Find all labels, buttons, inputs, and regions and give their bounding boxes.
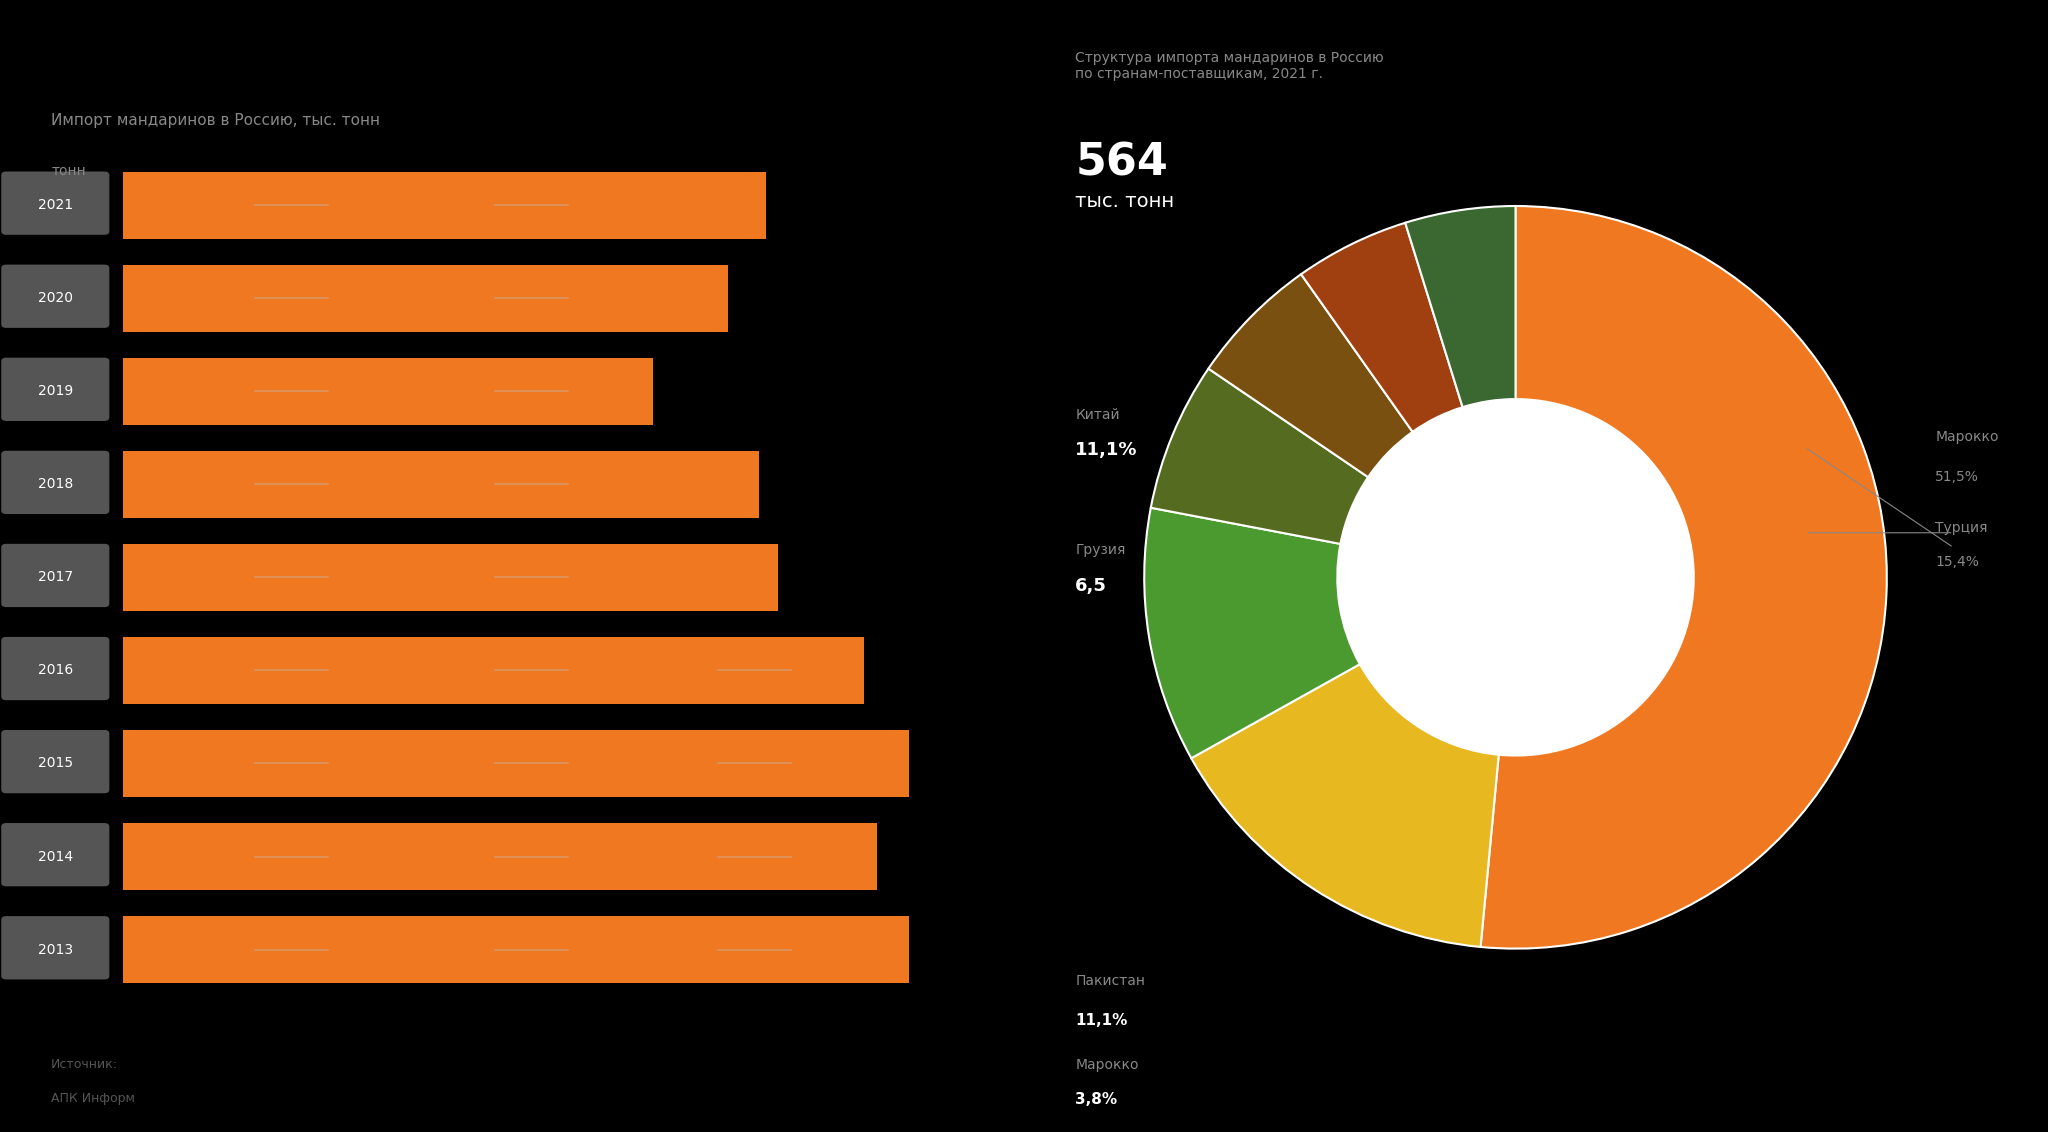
Bar (51, 916, 909, 983)
Text: 2021: 2021 (37, 198, 74, 212)
FancyBboxPatch shape (2, 637, 109, 701)
Bar (51, 358, 653, 424)
Text: тонн: тонн (51, 164, 86, 178)
Text: Структура импорта мандаринов в Россию
по странам-поставщикам, 2021 г.: Структура импорта мандаринов в Россию по… (1075, 51, 1384, 82)
Text: 11,1%: 11,1% (1075, 1013, 1128, 1028)
FancyBboxPatch shape (2, 730, 109, 794)
Text: 2013: 2013 (37, 943, 74, 957)
Text: Марокко: Марокко (1075, 1058, 1139, 1072)
Text: 2016: 2016 (37, 663, 74, 677)
Text: Грузия: Грузия (1075, 543, 1126, 557)
Text: Марокко: Марокко (1935, 430, 1999, 444)
Text: Источник:: Источник: (51, 1058, 119, 1071)
Bar (51, 730, 909, 797)
Text: 51,5%: 51,5% (1935, 470, 1978, 483)
Wedge shape (1405, 206, 1516, 408)
Text: 564: 564 (1075, 142, 1167, 185)
Bar (51, 823, 877, 890)
Circle shape (1337, 400, 1694, 755)
Bar (51, 543, 778, 611)
Text: Импорт мандаринов в Россию, тыс. тонн: Импорт мандаринов в Россию, тыс. тонн (51, 113, 381, 128)
FancyBboxPatch shape (2, 172, 109, 234)
Text: 15,4%: 15,4% (1935, 555, 1978, 568)
Wedge shape (1192, 664, 1499, 947)
Text: 2014: 2014 (37, 849, 74, 864)
Text: 2018: 2018 (37, 478, 74, 491)
Text: 2015: 2015 (37, 756, 74, 771)
FancyBboxPatch shape (2, 451, 109, 514)
Wedge shape (1145, 508, 1360, 758)
FancyBboxPatch shape (2, 916, 109, 979)
Text: АПК Информ: АПК Информ (51, 1092, 135, 1105)
Bar (51, 451, 758, 517)
FancyBboxPatch shape (2, 265, 109, 328)
Text: Турция: Турция (1935, 521, 1989, 534)
Text: 6,5: 6,5 (1075, 577, 1108, 595)
FancyBboxPatch shape (2, 543, 109, 607)
Wedge shape (1481, 206, 1886, 949)
Text: Китай: Китай (1075, 408, 1120, 421)
Bar (51, 637, 864, 704)
Wedge shape (1151, 369, 1368, 543)
Wedge shape (1300, 223, 1462, 431)
Text: 3,8%: 3,8% (1075, 1092, 1118, 1107)
Text: Пакистан: Пакистан (1075, 974, 1145, 987)
Wedge shape (1208, 274, 1413, 478)
FancyBboxPatch shape (2, 823, 109, 886)
Text: тыс. тонн: тыс. тонн (1075, 192, 1174, 212)
Bar (51, 265, 727, 332)
Text: 11,1%: 11,1% (1075, 441, 1139, 460)
Text: 2020: 2020 (37, 291, 74, 306)
Bar (51, 172, 766, 239)
FancyBboxPatch shape (2, 358, 109, 421)
Text: 2019: 2019 (37, 384, 74, 398)
Text: 2017: 2017 (37, 571, 74, 584)
